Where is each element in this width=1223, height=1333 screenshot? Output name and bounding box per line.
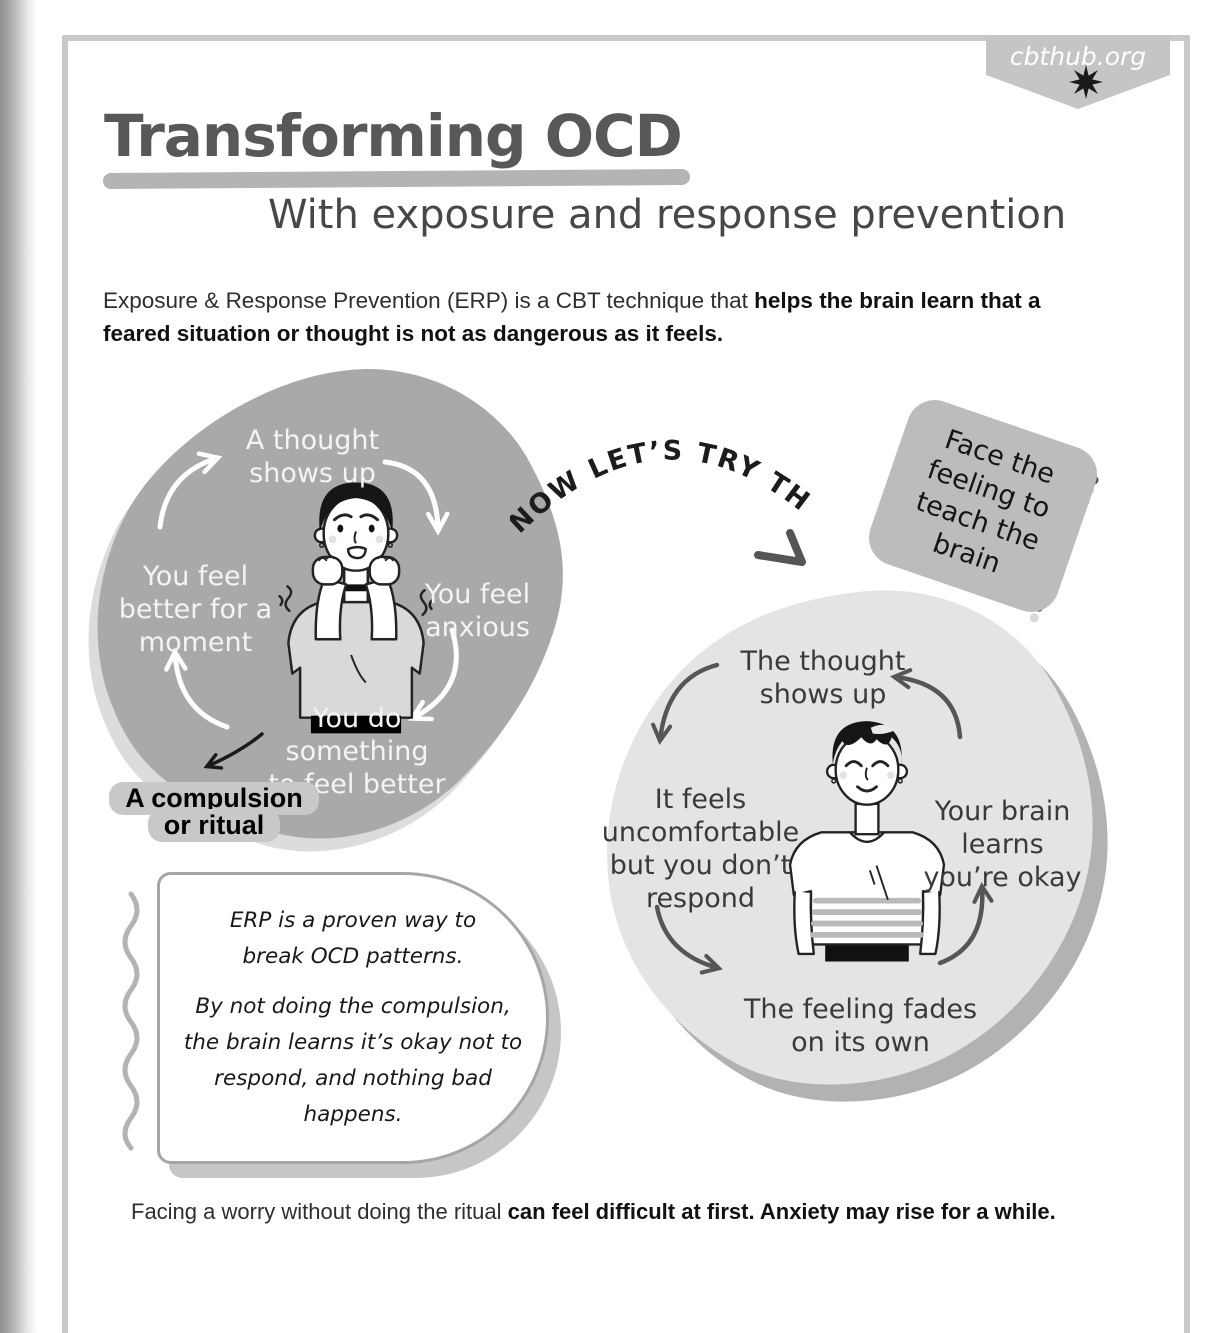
erp-note-box: ERP is a proven way to break OCD pattern… <box>157 872 549 1164</box>
ocd-cycle-arrows <box>157 451 459 730</box>
anxious-person-illustration <box>278 482 434 734</box>
erp-note-para2: By not doing the compulsion, the brain l… <box>183 994 523 1127</box>
page-subtitle: With exposure and response prevention <box>268 192 1067 238</box>
intro-text-bold-line2: feared situation or thought is not as da… <box>103 321 724 346</box>
squiggle-accent-line <box>122 891 140 1151</box>
erp-step-brain-learns: Your brain learns you’re okay <box>923 796 1082 893</box>
footer-paragraph-2: But when you stay with the feeling, your… <box>131 1258 1191 1333</box>
erp-step-uncomfortable: It feels uncomfortable but you don’t respo… <box>601 784 800 914</box>
erp-step-feeling-fades: The feeling fades on its own <box>743 994 978 1058</box>
ocd-step-better: You feel better for a moment <box>118 561 273 658</box>
page-title: Transforming OCD <box>104 102 683 170</box>
erp-note-para1: ERP is a proven way to break OCD pattern… <box>229 908 477 969</box>
intro-text-bold: helps the brain learn that a <box>754 288 1041 313</box>
erp-cycle-arrows <box>651 662 994 975</box>
intro-paragraph: Exposure & Response Prevention (ERP) is … <box>103 284 1123 350</box>
shirt-stripes <box>810 897 924 938</box>
erp-step-thought: The thought shows up <box>740 646 906 710</box>
calm-person-illustration <box>788 721 946 962</box>
ocd-step-anxious: You feel anxious <box>424 579 531 643</box>
callout-line-1: A compulsion <box>109 782 319 815</box>
ocd-step-thought: A thought shows up <box>245 425 380 489</box>
footer-paragraph-1: Facing a worry without doing the ritual … <box>131 1199 1056 1224</box>
transition-chevron-icon <box>754 529 806 566</box>
starburst-icon <box>1069 65 1103 99</box>
ocd-step-compulsion: You do something to feel better <box>268 703 446 800</box>
callout-line-2: or ritual <box>147 809 281 842</box>
svg-text:NOW LET’S TRY THIS: NOW LET’S TRY THIS <box>510 408 817 539</box>
intro-text: Exposure & Response Prevention (ERP) is … <box>103 288 755 313</box>
transition-arc-text: NOW LET’S TRY THIS <box>510 408 815 539</box>
site-ribbon: cbthub.org <box>986 35 1170 109</box>
callout-arrow <box>203 732 264 770</box>
transition-arc: NOW LET’S TRY THIS <box>510 408 817 566</box>
page-spine-shadow <box>0 0 38 1333</box>
compulsion-callout: A compulsion or ritual <box>84 782 344 842</box>
site-url: cbthub.org <box>1009 42 1147 71</box>
